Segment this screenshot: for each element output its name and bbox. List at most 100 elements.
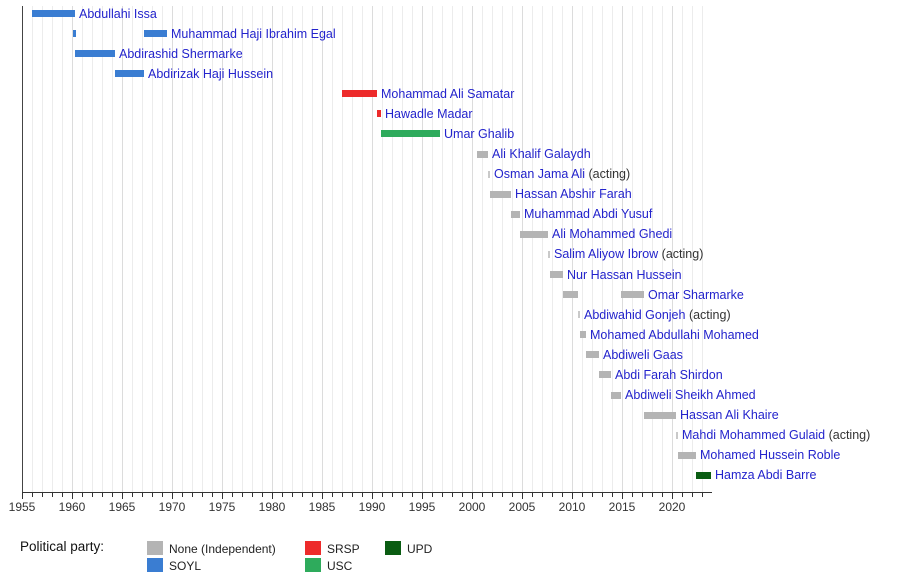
- timeline-bar: [644, 411, 676, 419]
- pm-name-muhammad-haji-ibrahim-egal[interactable]: Muhammad Haji Ibrahim Egal: [171, 26, 336, 41]
- acting-suffix: (acting): [585, 167, 631, 182]
- pm-name-abdirashid-shermarke[interactable]: Abdirashid Shermarke: [119, 46, 243, 61]
- year-gridline: [252, 6, 253, 492]
- axis-tick: [202, 493, 203, 497]
- axis-tick: [612, 493, 613, 497]
- axis-tick-label: 1990: [358, 500, 386, 514]
- axis-tick: [512, 493, 513, 497]
- pm-row-label: Ali Khalif Galaydh: [492, 146, 591, 162]
- axis-tick: [542, 493, 543, 497]
- pm-row-label: Hassan Abshir Farah: [515, 186, 632, 202]
- pm-name-salim-aliyow-ibrow[interactable]: Salim Aliyow Ibrow: [554, 247, 659, 262]
- legend-label-none-independent: None (Independent): [169, 542, 276, 556]
- pm-name-abdirizak-haji-hussein[interactable]: Abdirizak Haji Hussein: [148, 66, 274, 81]
- pm-name-mahdi-mohammed-gulaid[interactable]: Mahdi Mohammed Gulaid: [682, 428, 826, 443]
- pm-row-label: Muhammad Haji Ibrahim Egal: [171, 26, 336, 42]
- axis-tick-label: 1985: [308, 500, 336, 514]
- pm-name-hamza-abdi-barre[interactable]: Hamza Abdi Barre: [715, 468, 817, 483]
- axis-tick-label: 1970: [158, 500, 186, 514]
- year-gridline: [492, 6, 493, 492]
- year-gridline: [532, 6, 533, 492]
- year-gridline: [682, 6, 683, 492]
- axis-tick: [182, 493, 183, 497]
- pm-row-label: Nur Hassan Hussein: [567, 267, 682, 283]
- pm-name-osman-jama-ali[interactable]: Osman Jama Ali: [494, 167, 586, 182]
- pm-name-ali-khalif-galaydh[interactable]: Ali Khalif Galaydh: [492, 147, 591, 162]
- year-gridline: [152, 6, 153, 492]
- axis-tick: [522, 493, 523, 499]
- axis-tick-label: 2015: [608, 500, 636, 514]
- year-gridline: [232, 6, 233, 492]
- pm-name-mohamed-abdullahi-mohamed[interactable]: Mohamed Abdullahi Mohamed: [590, 327, 759, 342]
- year-gridline: [512, 6, 513, 492]
- axis-tick: [632, 493, 633, 497]
- year-gridline: [312, 6, 313, 492]
- year-gridline: [442, 6, 443, 492]
- timeline-bar: [550, 271, 563, 279]
- axis-tick: [192, 493, 193, 497]
- year-gridline: [422, 6, 423, 492]
- year-gridline: [92, 6, 93, 492]
- pm-name-hassan-abshir-farah[interactable]: Hassan Abshir Farah: [515, 187, 632, 202]
- pm-name-abdullahi-issa[interactable]: Abdullahi Issa: [79, 6, 157, 21]
- acting-suffix: (acting): [658, 247, 704, 262]
- axis-tick: [652, 493, 653, 497]
- year-gridline: [352, 6, 353, 492]
- timeline-bar: [511, 210, 520, 218]
- axis-tick: [232, 493, 233, 497]
- pm-name-nur-hassan-hussein[interactable]: Nur Hassan Hussein: [567, 267, 682, 282]
- pm-row-label: Omar Sharmarke: [648, 287, 744, 303]
- pm-name-muhammad-abdi-yusuf[interactable]: Muhammad Abdi Yusuf: [524, 207, 653, 222]
- pm-row-label: Hawadle Madar: [385, 106, 473, 122]
- legend-label-soyl: SOYL: [169, 559, 202, 573]
- year-gridline: [372, 6, 373, 492]
- axis-tick: [222, 493, 223, 499]
- axis-tick: [142, 493, 143, 497]
- timeline-bar: [73, 30, 76, 38]
- year-gridline: [112, 6, 113, 492]
- axis-tick: [392, 493, 393, 497]
- year-gridline: [82, 6, 83, 492]
- timeline-bar: [578, 311, 580, 319]
- axis-tick-label: 2020: [658, 500, 686, 514]
- axis-tick: [282, 493, 283, 497]
- pm-name-ali-mohammed-ghedi[interactable]: Ali Mohammed Ghedi: [552, 227, 673, 242]
- axis-tick: [672, 493, 673, 499]
- axis-tick: [592, 493, 593, 497]
- pm-name-abdiwahid-gonjeh[interactable]: Abdiwahid Gonjeh: [584, 307, 686, 322]
- pm-name-abdiweli-sheikh-ahmed[interactable]: Abdiweli Sheikh Ahmed: [625, 388, 756, 403]
- acting-suffix: (acting): [825, 428, 871, 443]
- axis-tick: [622, 493, 623, 499]
- timeline-bar: [377, 110, 381, 118]
- pm-name-abdiweli-gaas[interactable]: Abdiweli Gaas: [603, 347, 683, 362]
- pm-name-umar-ghalib[interactable]: Umar Ghalib: [444, 126, 515, 141]
- timeline-bar: [75, 50, 115, 58]
- pm-row-label: Mahdi Mohammed Gulaid (acting): [682, 427, 870, 443]
- axis-tick: [662, 493, 663, 497]
- pm-name-abdi-farah-shirdon[interactable]: Abdi Farah Shirdon: [615, 367, 723, 382]
- axis-tick: [562, 493, 563, 497]
- pm-name-mohamed-hussein-roble[interactable]: Mohamed Hussein Roble: [700, 448, 841, 463]
- timeline-bar: [477, 150, 488, 158]
- pm-row-label: Salim Aliyow Ibrow (acting): [554, 246, 703, 262]
- year-gridline: [122, 6, 123, 492]
- pm-row-label: Abdiweli Sheikh Ahmed: [625, 387, 756, 403]
- axis-tick: [532, 493, 533, 497]
- pm-name-omar-sharmarke[interactable]: Omar Sharmarke: [648, 287, 744, 302]
- axis-tick: [152, 493, 153, 497]
- pm-name-mohammad-ali-samatar[interactable]: Mohammad Ali Samatar: [381, 86, 515, 101]
- year-gridline: [462, 6, 463, 492]
- year-gridline: [142, 6, 143, 492]
- pm-name-hawadle-madar[interactable]: Hawadle Madar: [385, 106, 473, 121]
- legend-title: Political party:: [20, 539, 105, 554]
- pm-name-hassan-ali-khaire[interactable]: Hassan Ali Khaire: [680, 408, 779, 423]
- timeline-bar: [342, 90, 377, 98]
- axis-tick: [382, 493, 383, 497]
- axis-tick: [62, 493, 63, 497]
- year-gridline: [162, 6, 163, 492]
- axis-tick: [272, 493, 273, 499]
- pm-row-label: Osman Jama Ali (acting): [494, 166, 630, 182]
- timeline-bar: [563, 291, 578, 299]
- year-gridline: [582, 6, 583, 492]
